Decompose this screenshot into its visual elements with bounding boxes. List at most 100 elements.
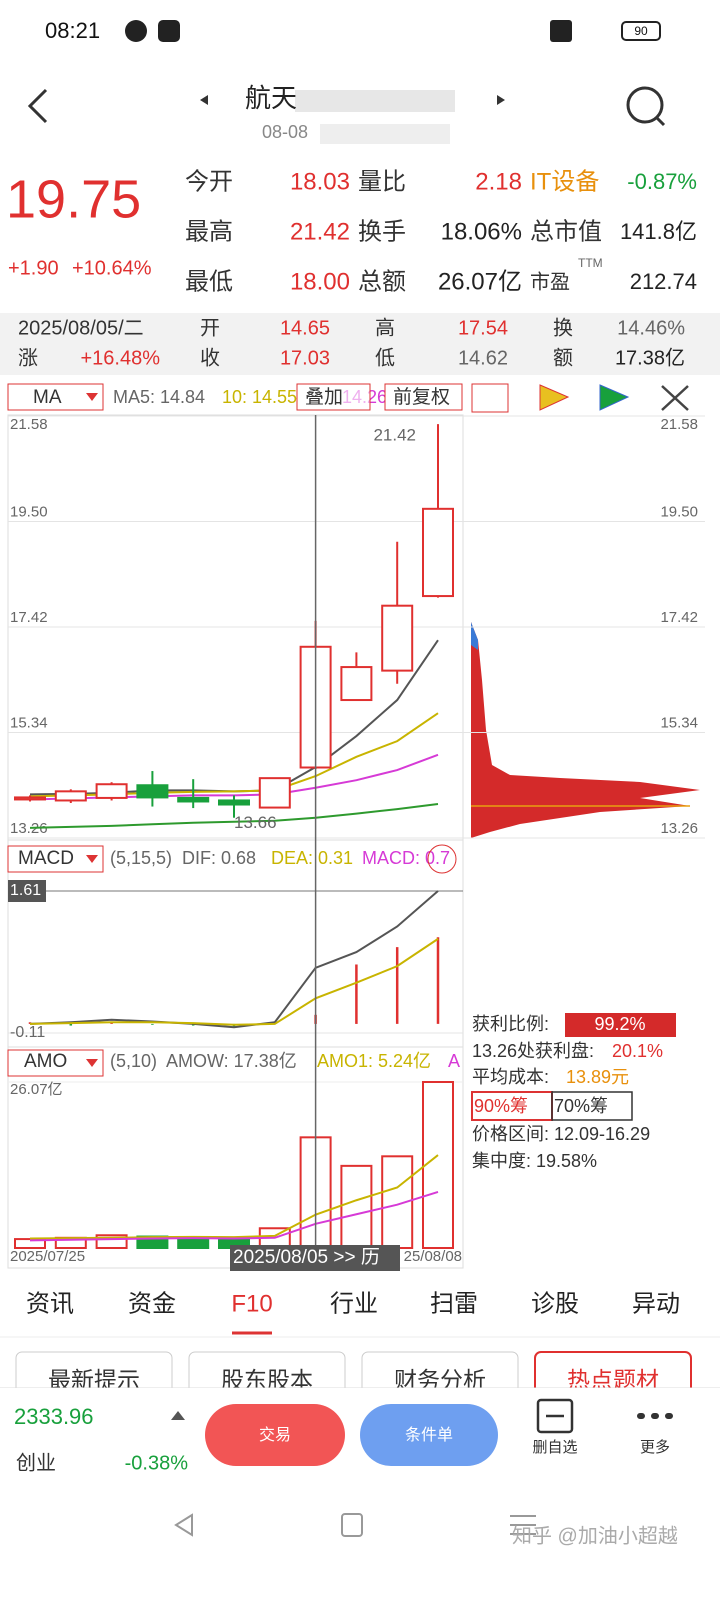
tab[interactable]: 异动 — [632, 1290, 680, 1317]
day-open: 14.65 — [280, 317, 330, 339]
y-tick-label: 13.26 — [10, 820, 48, 837]
tab[interactable]: 资金 — [128, 1290, 176, 1317]
day-amount-label: 额 — [553, 346, 573, 369]
chip-tick-label: 17.42 — [660, 609, 698, 626]
cost-label: 平均成本: — [472, 1067, 549, 1087]
adjust-button[interactable] — [384, 383, 463, 411]
x-start-label: 2025/07/25 — [10, 1248, 85, 1265]
amo-bar — [340, 1164, 373, 1250]
chip-90: 90%筹 — [474, 1096, 528, 1116]
indicator-select[interactable] — [7, 845, 104, 873]
blur — [320, 124, 450, 144]
hd-icon — [550, 20, 572, 42]
macd-cursor-icon — [427, 844, 457, 874]
quote-label: 总市值 — [530, 218, 602, 245]
blur — [295, 90, 455, 112]
profit-label: 获利比例: — [472, 1014, 549, 1034]
cursor-date: 2025/08/05 >> 历 — [233, 1247, 380, 1268]
app-icon — [158, 20, 180, 42]
search-handle — [655, 116, 666, 127]
index-change: -0.38% — [125, 1452, 189, 1474]
nav-home[interactable] — [341, 1513, 363, 1537]
indicator-select[interactable] — [7, 383, 104, 411]
chip-tick-label: 15.34 — [660, 714, 698, 731]
nav-back[interactable] — [174, 1513, 193, 1537]
macd-line — [29, 890, 439, 1029]
condition-button[interactable] — [360, 1404, 498, 1466]
amo-bar — [422, 1081, 454, 1249]
indicator-name: MACD — [18, 848, 74, 869]
remove-icon[interactable] — [536, 1398, 574, 1434]
day-low-label: 低 — [375, 346, 395, 369]
more-label: 更多 — [640, 1439, 670, 1456]
chip-distribution-loss — [471, 622, 478, 650]
price-change: +1.90 — [8, 257, 59, 279]
candle-body — [14, 796, 46, 801]
search-button[interactable] — [626, 86, 664, 124]
trade-button[interactable] — [205, 1404, 345, 1466]
quote-label: 今开 — [185, 168, 233, 195]
ma10-value: 10: 14.55 — [222, 387, 297, 407]
tab[interactable]: 行业 — [330, 1290, 378, 1317]
close-button[interactable] — [661, 385, 689, 411]
day-change: +16.48% — [80, 347, 160, 369]
tab[interactable]: 资讯 — [26, 1290, 74, 1317]
price-change-pct: +10.64% — [72, 257, 152, 279]
candle-body — [136, 784, 169, 799]
candle-body — [95, 783, 128, 799]
chip-70-button[interactable] — [551, 1091, 633, 1121]
cursor-date-box — [230, 1245, 400, 1271]
y-tick-label: 15.34 — [10, 714, 48, 731]
quote-label: 总额 — [358, 268, 406, 295]
cost-value: 13.89元 — [566, 1067, 629, 1087]
candle-body — [340, 666, 373, 702]
status-time: 08:21 — [45, 18, 100, 43]
battery — [621, 21, 661, 41]
y-tick-label: 26.07亿 — [10, 1081, 63, 1098]
chip-tick-label: 19.50 — [660, 503, 698, 520]
ma5-value: MA5: 14.84 — [113, 387, 205, 407]
profit-value: 99.2% — [594, 1014, 645, 1034]
tool-icon[interactable] — [471, 383, 509, 413]
amo-bar — [177, 1236, 210, 1249]
indicator-select[interactable] — [7, 1049, 104, 1077]
last-price: 19.75 — [6, 169, 141, 229]
concentration: 集中度: 19.58% — [472, 1151, 597, 1171]
day-change-label: 涨 — [18, 346, 38, 369]
tab[interactable]: F10 — [231, 1290, 272, 1317]
back-button[interactable] — [27, 88, 48, 124]
quote-label: 量比 — [358, 168, 406, 195]
quote-value: 212.74 — [630, 269, 697, 294]
profit-box — [565, 1013, 676, 1037]
stock-name: 航天 — [245, 83, 297, 113]
y-tick-label: 19.50 — [10, 503, 48, 520]
day-band — [0, 313, 720, 375]
chip-70: 70%筹 — [554, 1096, 608, 1116]
overlay-button[interactable] — [296, 383, 371, 411]
ma-line — [29, 639, 439, 796]
day-turnover: 14.46% — [617, 317, 685, 339]
quote-label: 最低 — [185, 268, 233, 295]
tool-icon[interactable] — [539, 384, 570, 411]
tab[interactable]: 扫雷 — [430, 1290, 478, 1317]
y-tick-label: 21.58 — [10, 416, 48, 433]
dropdown-arrow — [86, 1059, 98, 1067]
base-value: 20.1% — [612, 1041, 663, 1061]
dif-value: DIF: 0.68 — [182, 848, 256, 868]
expand-arrow[interactable] — [171, 1411, 185, 1420]
day-turnover-label: 换 — [553, 316, 573, 339]
quote-label: 换手 — [358, 218, 406, 245]
overlay-label: 叠加 — [305, 386, 343, 408]
remove-label: 删自选 — [532, 1439, 577, 1456]
quote-value: 21.42 — [290, 218, 350, 245]
tab[interactable]: 诊股 — [531, 1290, 579, 1317]
day-close-label: 收 — [200, 346, 220, 369]
chart-frame — [7, 414, 464, 1269]
quote-value: 2.18 — [475, 168, 522, 195]
condition-label: 条件单 — [405, 1426, 453, 1444]
day-amount: 17.38亿 — [615, 346, 685, 369]
quote-value: 141.8亿 — [620, 219, 697, 244]
trade-date: 08-08 — [262, 122, 308, 142]
tool-icon[interactable] — [599, 384, 630, 411]
y-tick-label: 1.61 — [10, 882, 41, 899]
